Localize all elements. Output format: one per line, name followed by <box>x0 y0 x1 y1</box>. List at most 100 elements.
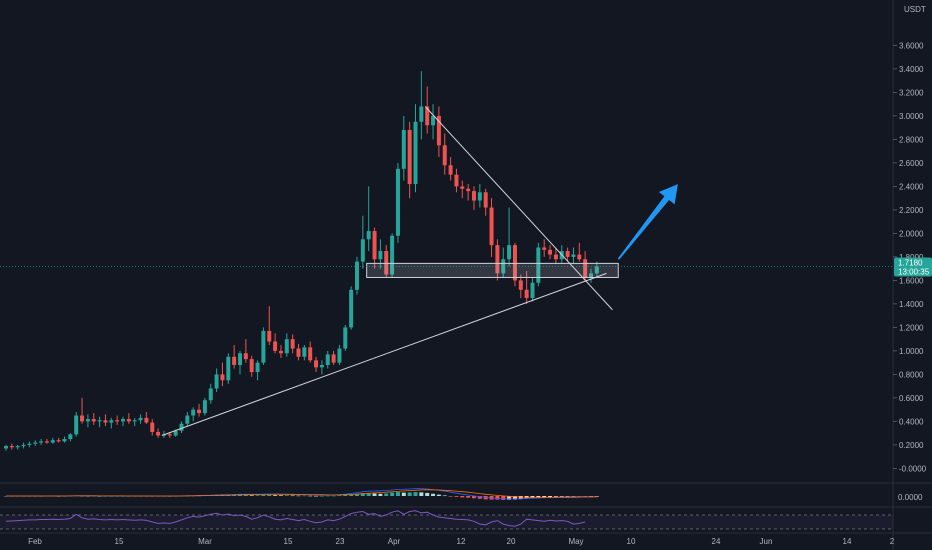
time-tick-label: 20 <box>507 537 516 546</box>
candle-body <box>290 339 295 349</box>
price-tick-label: 2.6000 <box>899 159 924 168</box>
candle-body <box>197 409 202 414</box>
candle <box>138 414 143 424</box>
candle-body <box>372 231 377 260</box>
support-zone-rectangle[interactable] <box>366 262 619 278</box>
candle-body <box>390 235 395 275</box>
macd-histogram-bar <box>267 494 272 496</box>
candle-body <box>33 442 38 444</box>
time-tick-label: Jun <box>760 537 773 546</box>
candle <box>589 268 593 283</box>
macd-pane[interactable] <box>4 488 599 500</box>
macd-histogram-bar <box>308 495 313 497</box>
candle-body <box>542 247 547 250</box>
candle-body <box>278 350 283 354</box>
macd-histogram-bar <box>507 496 512 500</box>
time-tick-label: Apr <box>388 537 401 546</box>
macd-histogram-bar <box>407 492 412 496</box>
candle-body <box>548 249 553 255</box>
candle-body <box>360 239 365 262</box>
price-tick-label: 2.0000 <box>899 229 924 238</box>
candle <box>548 245 553 260</box>
candle-body <box>238 353 242 365</box>
candle <box>226 353 231 384</box>
candle <box>536 242 541 287</box>
price-tick-label: 2.8000 <box>899 135 924 144</box>
candle-body <box>9 446 14 448</box>
candle-body <box>249 359 254 373</box>
candle <box>431 104 436 140</box>
candle <box>255 360 260 381</box>
macd-histogram-bar <box>390 492 395 496</box>
macd-histogram-bar <box>401 492 406 496</box>
candle-body <box>501 259 506 274</box>
candle-body <box>472 191 476 201</box>
candle <box>524 271 529 304</box>
falling-trendline[interactable] <box>424 106 613 311</box>
macd-histogram-bar <box>431 493 436 496</box>
macd-histogram-bar <box>273 495 278 496</box>
macd-histogram-bar <box>290 495 295 497</box>
macd-histogram-bar <box>243 495 248 496</box>
candle-body <box>314 360 319 368</box>
candle-body <box>167 434 172 436</box>
candle-body <box>308 347 313 361</box>
candle-body <box>483 192 488 208</box>
candle <box>314 356 319 373</box>
candle-body <box>413 121 418 185</box>
macd-histogram-bar <box>314 495 319 497</box>
candle <box>33 440 38 447</box>
candle-body <box>395 168 400 236</box>
candle-body <box>524 289 529 299</box>
candle-body <box>267 330 272 342</box>
candle <box>477 184 482 208</box>
rising-trendline[interactable] <box>161 272 607 436</box>
rsi-line <box>5 510 586 527</box>
candle <box>466 184 471 201</box>
candle-body <box>91 419 96 422</box>
candle <box>308 341 313 363</box>
price-tick-label: -0.0000 <box>899 464 927 473</box>
candle <box>115 415 120 425</box>
time-tick-label: Mar <box>198 537 212 546</box>
candle <box>126 413 131 424</box>
macd-histogram-bar <box>261 495 266 496</box>
candle <box>273 333 278 354</box>
macd-histogram-bar <box>477 496 482 499</box>
time-axis[interactable]: Feb 15 Mar 15 23 Apr 12 20 May 10 24 Jun 14 2 <box>28 537 895 546</box>
candle <box>366 186 371 252</box>
candle <box>594 261 599 279</box>
candle-body <box>185 415 190 424</box>
candle <box>372 227 377 269</box>
price-tick-label: 0.4000 <box>899 417 924 426</box>
candle <box>407 121 412 199</box>
candle <box>9 443 14 450</box>
candle-body <box>44 441 49 443</box>
macd-histogram-bar <box>325 495 330 497</box>
candle-body <box>74 415 79 435</box>
candle <box>208 383 213 404</box>
time-tick-label: 10 <box>627 537 636 546</box>
macd-histogram-bar <box>278 495 283 496</box>
candle-body <box>489 207 494 246</box>
macd-histogram-bar <box>501 496 506 500</box>
macd-histogram-bar <box>425 492 430 496</box>
candle <box>68 433 73 442</box>
candle-body <box>191 409 196 416</box>
time-tick-label: 2 <box>890 537 895 546</box>
candle-body <box>454 174 459 187</box>
candle <box>565 247 570 262</box>
price-axis[interactable]: 3.6000 3.4000 3.2000 3.0000 2.8000 2.6000 2.40… <box>893 41 927 473</box>
macd-histogram-bar <box>518 496 523 500</box>
time-tick-label: 12 <box>457 537 466 546</box>
candle-body <box>366 231 371 240</box>
candle <box>238 350 242 375</box>
bullish-arrow[interactable] <box>617 184 678 260</box>
candle-body <box>507 245 512 260</box>
candle <box>518 274 523 299</box>
macd-histogram-bar <box>372 493 377 496</box>
macd-histogram-bar <box>442 495 447 497</box>
time-tick-label: May <box>568 537 583 546</box>
candle-body <box>419 106 424 122</box>
